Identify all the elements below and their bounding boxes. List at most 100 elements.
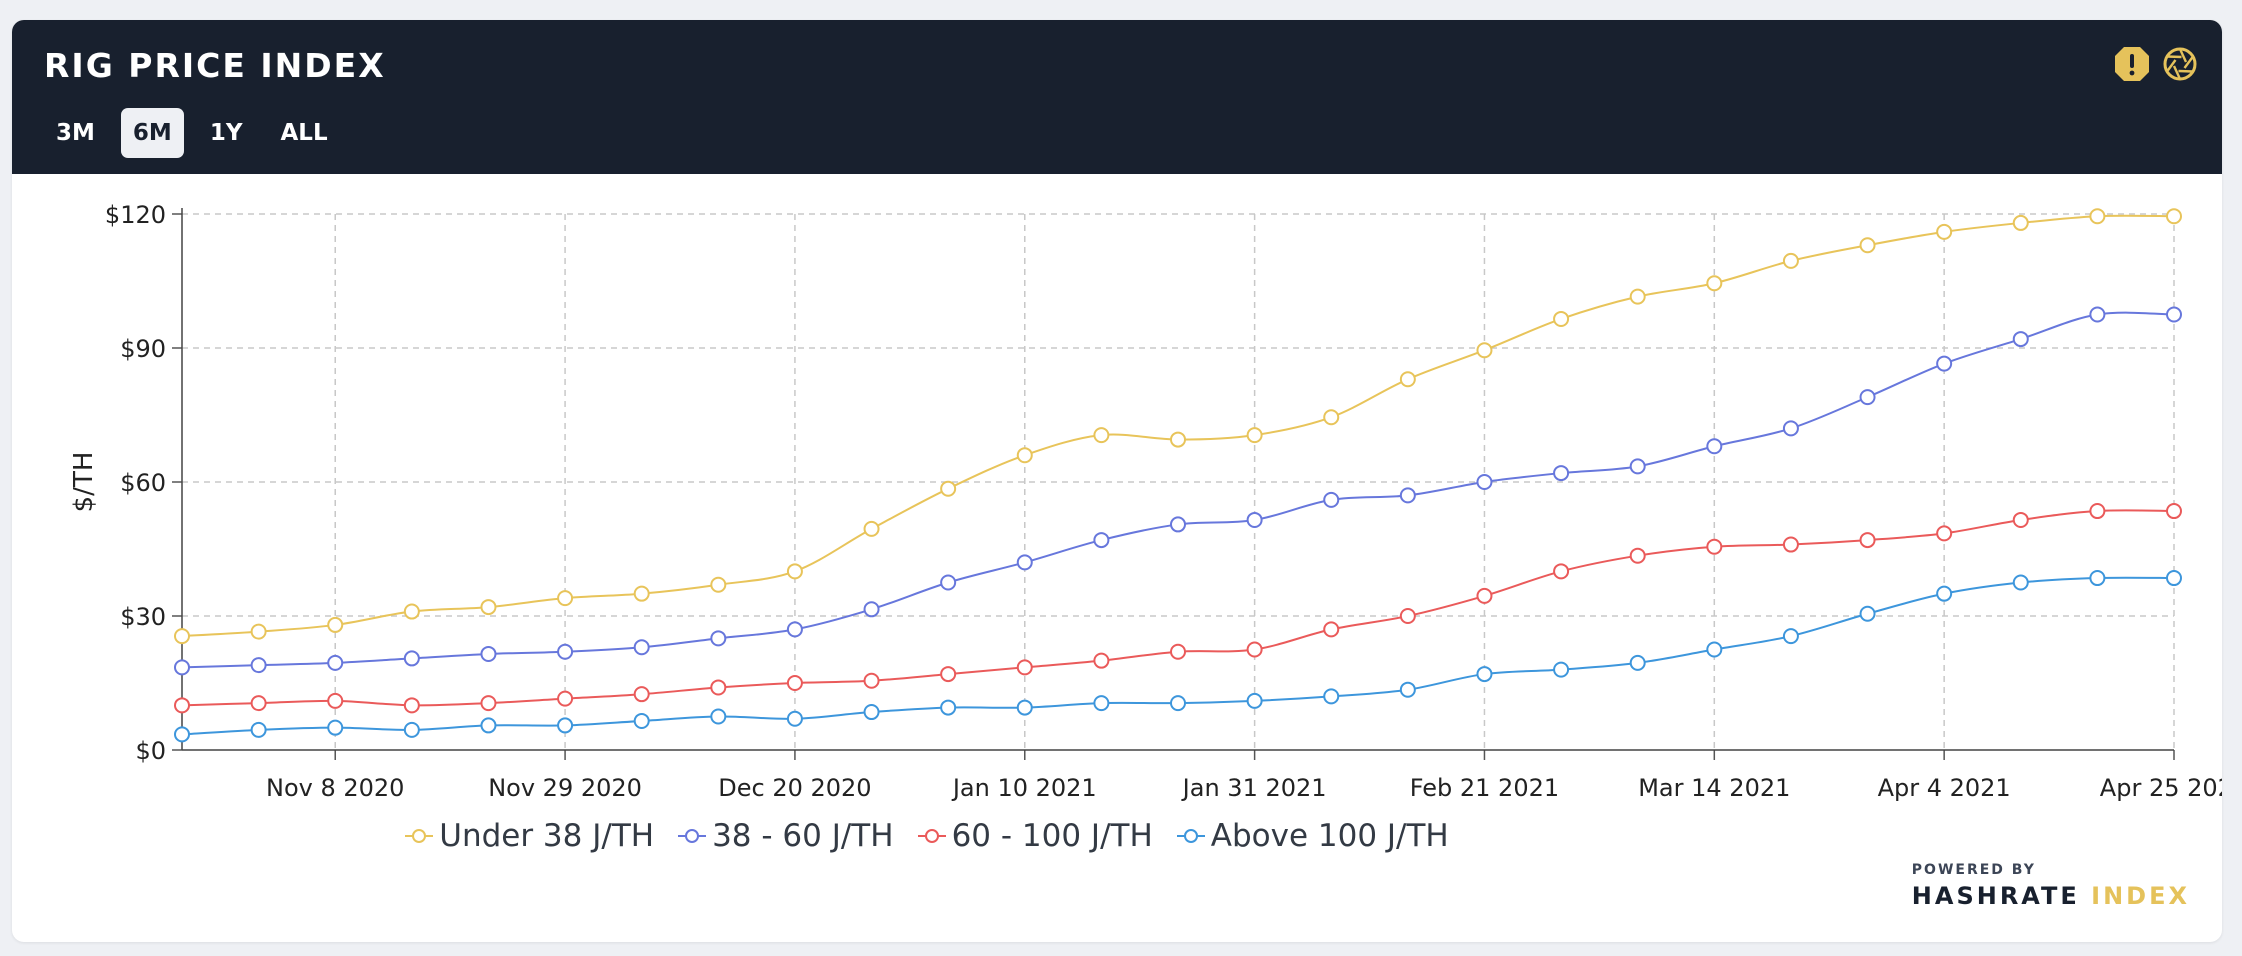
data-point	[1553, 563, 1570, 580]
data-point	[2166, 306, 2182, 323]
data-point	[1553, 310, 1570, 327]
data-point	[1782, 628, 1799, 645]
data-point	[1553, 661, 1570, 678]
data-point	[1399, 608, 1416, 624]
data-point	[1553, 465, 1570, 482]
x-tick-label: Feb 21 2021	[1410, 774, 1559, 802]
data-point	[2012, 331, 2029, 348]
data-point	[1706, 275, 1723, 292]
data-point	[403, 697, 420, 714]
alert-icon[interactable]	[2112, 44, 2152, 84]
data-point	[1629, 654, 1646, 671]
data-point	[250, 695, 267, 712]
data-point	[1706, 438, 1723, 455]
data-point	[1706, 538, 1723, 555]
data-point	[710, 630, 727, 647]
data-point	[1629, 458, 1646, 475]
data-point	[863, 672, 880, 689]
data-point	[1936, 525, 1953, 542]
tab-1y[interactable]: 1Y	[209, 120, 243, 146]
data-point	[1323, 491, 1340, 508]
data-point	[940, 480, 957, 497]
data-point	[557, 690, 574, 707]
data-point	[1399, 487, 1416, 504]
data-point	[2166, 503, 2182, 520]
data-point	[327, 719, 344, 736]
data-point	[1936, 585, 1953, 602]
data-point	[250, 721, 267, 738]
data-point	[940, 666, 957, 683]
data-point	[1093, 427, 1110, 444]
data-point	[403, 650, 420, 667]
data-point	[710, 576, 727, 593]
rig-price-index-card: RIG PRICE INDEX 3M 6M 1Y ALL $0 $30 $60 $90…	[12, 20, 2222, 942]
card-header: RIG PRICE INDEX 3M 6M 1Y ALL	[12, 20, 2222, 174]
y-axis-label: $/TH	[69, 452, 99, 513]
legend-item[interactable]: Above 100 J/TH	[1176, 818, 1449, 854]
brand-name-accent: INDEX	[2091, 882, 2190, 910]
x-tick-label: Apr 4 2021	[1878, 774, 2011, 802]
data-point	[2089, 503, 2106, 520]
data-point	[1246, 511, 1263, 528]
data-point	[940, 699, 957, 716]
y-tick-label: $60	[120, 469, 166, 497]
data-point	[480, 695, 497, 712]
price-line-chart: $0 $30 $60 $90 $120 Nov 8 2020 Nov 29 2020 Dec …	[69, 201, 2222, 802]
series-2	[174, 503, 2182, 714]
data-point	[1016, 699, 1033, 716]
data-point	[1246, 692, 1263, 709]
data-point	[1859, 237, 1876, 254]
data-point	[174, 726, 190, 743]
legend-item[interactable]: 60 - 100 J/TH	[917, 818, 1153, 854]
camera-shutter-icon[interactable]	[2160, 44, 2200, 84]
data-point	[480, 645, 497, 662]
legend-marker	[1176, 829, 1205, 843]
series-line	[181, 214, 2175, 638]
data-point	[2166, 570, 2182, 587]
data-point	[1476, 666, 1493, 683]
legend-item[interactable]: Under 38 J/TH	[405, 818, 654, 854]
data-point	[1246, 641, 1263, 658]
brand-powered-by: POWERED BY	[1911, 862, 2036, 878]
data-point	[1859, 389, 1876, 406]
data-point	[327, 692, 344, 709]
legend-label: 38 - 60 J/TH	[712, 818, 894, 854]
data-point	[1016, 659, 1033, 676]
data-point	[327, 616, 344, 633]
data-point	[1399, 681, 1416, 698]
data-point	[1476, 587, 1493, 604]
data-point	[786, 621, 803, 638]
data-point	[1093, 695, 1110, 712]
legend-marker	[678, 829, 707, 843]
data-point	[2089, 306, 2106, 323]
data-point	[2012, 214, 2029, 231]
data-point	[786, 710, 803, 727]
data-point	[1016, 554, 1033, 571]
data-point	[2012, 574, 2029, 591]
data-point	[327, 654, 344, 671]
data-point	[1629, 288, 1646, 305]
data-point	[1782, 420, 1799, 437]
card-title: RIG PRICE INDEX	[44, 46, 386, 85]
tab-all[interactable]: ALL	[280, 120, 328, 146]
legend-item[interactable]: 38 - 60 J/TH	[678, 818, 894, 854]
data-point	[1170, 431, 1186, 448]
data-point	[174, 659, 190, 676]
data-point	[1936, 223, 1953, 240]
x-tick-label: Apr 25 2021	[2100, 774, 2222, 802]
data-point	[633, 712, 650, 729]
data-point	[403, 721, 420, 738]
x-tick-label: Nov 8 2020	[266, 774, 404, 802]
x-tick-label: Mar 14 2021	[1638, 774, 1790, 802]
data-point	[403, 603, 420, 620]
data-point	[557, 643, 574, 660]
data-point	[1323, 621, 1340, 638]
data-point	[480, 717, 497, 734]
data-point	[480, 599, 497, 616]
data-point	[786, 675, 803, 691]
data-point	[1170, 516, 1186, 533]
tab-6m[interactable]: 6M	[120, 108, 184, 158]
tab-3m[interactable]: 3M	[56, 120, 95, 146]
data-point	[1859, 532, 1876, 549]
y-tick-label: $90	[120, 335, 166, 363]
